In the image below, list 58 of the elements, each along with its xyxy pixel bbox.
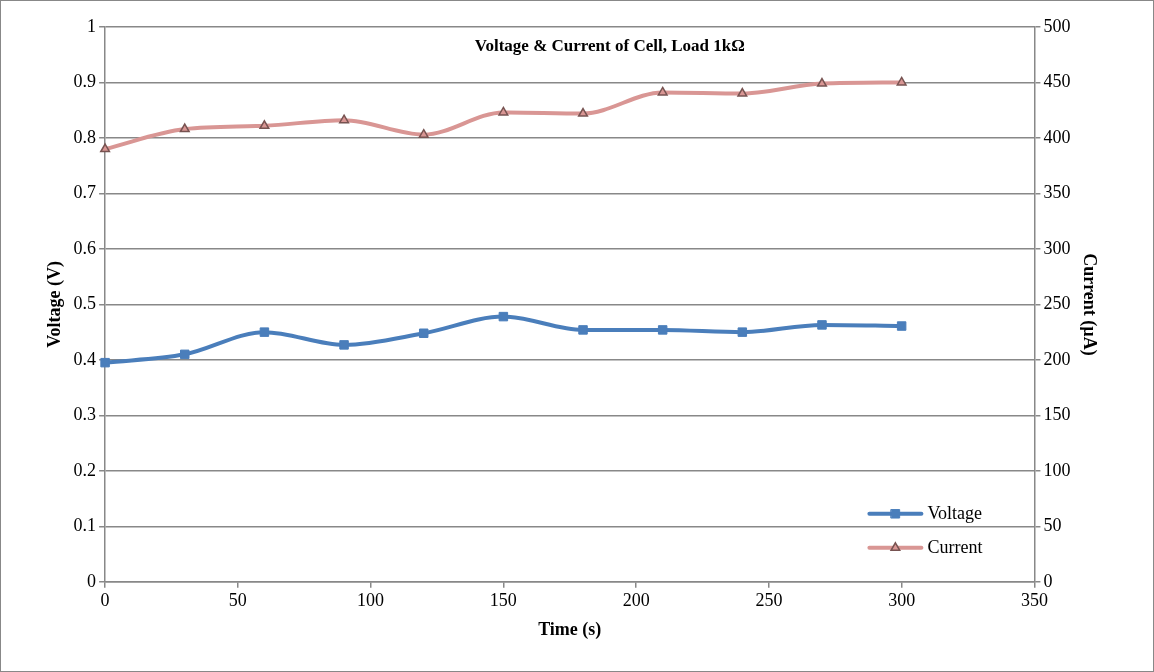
point bbox=[259, 327, 270, 337]
y-tick-label: 0.3 bbox=[73, 404, 97, 425]
legend-label: Voltage bbox=[927, 502, 983, 523]
point bbox=[339, 340, 349, 350]
legend-label: Current bbox=[927, 536, 983, 557]
x-tick-label: 150 bbox=[489, 590, 517, 611]
y-tick-label: 0.9 bbox=[73, 71, 97, 92]
y2-tick-label: 450 bbox=[1043, 71, 1071, 92]
point bbox=[816, 77, 828, 87]
y-axis-title: Voltage (V) bbox=[44, 260, 66, 348]
point bbox=[737, 327, 748, 337]
point bbox=[180, 349, 190, 360]
y-tick-label: 0.4 bbox=[73, 348, 97, 369]
y-tick-label: 0.7 bbox=[73, 182, 97, 203]
y2-tick-label: 300 bbox=[1043, 237, 1071, 258]
point bbox=[657, 325, 668, 335]
x-tick-label: 0 bbox=[100, 590, 110, 611]
y2-tick-label: 200 bbox=[1043, 348, 1071, 369]
x-tick-label: 50 bbox=[228, 590, 247, 611]
y2-tick-label: 150 bbox=[1043, 404, 1071, 425]
y2-tick-label: 50 bbox=[1043, 515, 1062, 536]
y2-tick-label: 0 bbox=[1043, 570, 1053, 591]
point bbox=[100, 143, 111, 153]
point bbox=[418, 328, 429, 338]
x-tick-label: 300 bbox=[888, 590, 916, 611]
point bbox=[657, 86, 668, 96]
point bbox=[817, 320, 827, 330]
point bbox=[896, 76, 907, 86]
x-axis-title: Time (s) bbox=[538, 618, 602, 640]
y2-tick-label: 400 bbox=[1043, 126, 1071, 147]
point bbox=[259, 120, 270, 129]
x-tick-label: 350 bbox=[1020, 590, 1048, 611]
y-tick-label: 0 bbox=[87, 570, 97, 591]
text: Voltage & Current of Cell, Load 1kΩ bbox=[474, 36, 745, 56]
point bbox=[418, 128, 429, 138]
point bbox=[578, 325, 588, 335]
point bbox=[498, 311, 509, 322]
y-tick-label: 0.6 bbox=[73, 237, 97, 258]
point bbox=[498, 106, 509, 116]
y-tick-label: 0.5 bbox=[73, 293, 97, 314]
y2-axis-title: Current (µA) bbox=[1078, 253, 1100, 356]
x-tick-label: 200 bbox=[622, 590, 650, 611]
point bbox=[896, 321, 907, 331]
point bbox=[179, 123, 190, 133]
x-tick-label: 100 bbox=[357, 590, 385, 611]
y2-tick-label: 100 bbox=[1043, 459, 1071, 480]
y2-tick-label: 350 bbox=[1043, 182, 1071, 203]
y-tick-label: 0.1 bbox=[73, 515, 97, 536]
y2-tick-label: 250 bbox=[1043, 293, 1071, 314]
x-tick-label: 250 bbox=[755, 590, 783, 611]
y-tick-label: 1 bbox=[87, 15, 97, 36]
y2-tick-label: 500 bbox=[1043, 15, 1071, 36]
point bbox=[577, 107, 589, 117]
point bbox=[338, 114, 350, 124]
y-tick-label: 0.8 bbox=[73, 126, 97, 147]
point bbox=[737, 87, 748, 97]
point bbox=[100, 357, 110, 368]
y-tick-label: 0.2 bbox=[73, 459, 97, 480]
